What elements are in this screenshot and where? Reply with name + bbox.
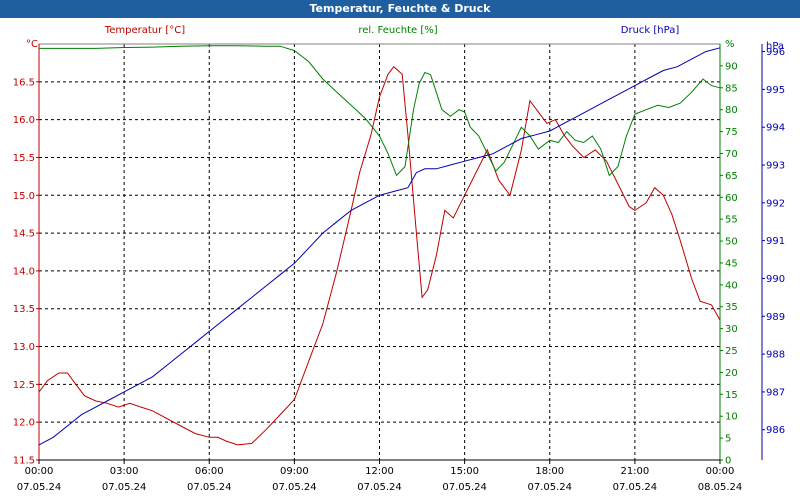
pressure-tick-label: 989 xyxy=(766,312,785,323)
temperature-series-label: Temperatur [°C] xyxy=(104,25,185,36)
humidity-tick-label: 85 xyxy=(725,83,738,94)
humidity-tick-label: 30 xyxy=(725,324,738,335)
x-tick-date-label: 07.05.24 xyxy=(357,482,402,493)
humidity-tick-label: 10 xyxy=(725,412,738,423)
x-tick-date-label: 07.05.24 xyxy=(187,482,232,493)
x-tick-time-label: 06:00 xyxy=(195,466,224,477)
pressure-tick-label: 990 xyxy=(766,274,785,285)
x-tick-time-label: 03:00 xyxy=(110,466,139,477)
temperature-tick-label: 12.5 xyxy=(13,380,35,391)
x-tick-time-label: 18:00 xyxy=(535,466,564,477)
x-tick-time-label: 15:00 xyxy=(450,466,479,477)
humidity-tick-label: 40 xyxy=(725,280,738,291)
x-tick-date-label: 07.05.24 xyxy=(17,482,62,493)
humidity-tick-label: 70 xyxy=(725,149,738,160)
pressure-tick-label: 992 xyxy=(766,198,785,209)
humidity-tick-label: 0 xyxy=(725,456,731,467)
x-tick-date-label: 08.05.24 xyxy=(698,482,743,493)
pressure-tick-label: 996 xyxy=(766,47,785,58)
x-tick-date-label: 07.05.24 xyxy=(272,482,317,493)
pressure-series-line xyxy=(38,47,721,446)
x-tick-date-label: 07.05.24 xyxy=(442,482,487,493)
humidity-tick-label: 90 xyxy=(725,61,738,72)
chart-canvas: 16.5 16.0 15.5 15.0 14.5 14.0 13.5 13.0 12.5 12.0… xyxy=(13,25,785,493)
temperature-tick-label: 12.0 xyxy=(13,418,35,429)
series-lines xyxy=(38,45,721,446)
pressure-tick-label: 991 xyxy=(766,236,785,247)
temperature-series-line xyxy=(38,65,721,446)
axis-ticks: 16.5 16.0 15.5 15.0 14.5 14.0 13.5 13.0 12.5 12.0… xyxy=(13,47,785,493)
x-tick-date-label: 07.05.24 xyxy=(102,482,147,493)
temperature-tick-label: 13.5 xyxy=(13,304,35,315)
pressure-tick-label: 988 xyxy=(766,350,785,361)
temperature-tick-label: 16.5 xyxy=(13,77,35,88)
pressure-tick-label: 993 xyxy=(766,161,785,172)
x-tick-date-label: 07.05.24 xyxy=(613,482,658,493)
humidity-tick-label: 65 xyxy=(725,171,738,182)
chart-title: Temperatur, Feuchte & Druck xyxy=(0,0,800,18)
x-tick-time-label: 00:00 xyxy=(706,466,735,477)
humidity-series-label: rel. Feuchte [%] xyxy=(358,25,437,36)
humidity-tick-label: 25 xyxy=(725,346,738,357)
humidity-unit-label: % xyxy=(725,39,735,50)
x-tick-time-label: 09:00 xyxy=(280,466,309,477)
humidity-tick-label: 45 xyxy=(725,258,738,269)
temperature-tick-label: 13.0 xyxy=(13,342,35,353)
plot-grid xyxy=(39,44,720,460)
humidity-tick-label: 55 xyxy=(725,215,738,226)
humidity-tick-label: 80 xyxy=(725,105,738,116)
x-tick-time-label: 00:00 xyxy=(25,466,54,477)
axis-titles: °C% hPa Temperatur [°C] rel. Feuchte [%] Dru… xyxy=(26,25,784,52)
temperature-tick-label: 14.5 xyxy=(13,229,35,240)
x-tick-date-label: 07.05.24 xyxy=(527,482,572,493)
temperature-tick-label: 16.0 xyxy=(13,115,35,126)
pressure-tick-label: 986 xyxy=(766,425,785,436)
humidity-tick-label: 50 xyxy=(725,237,738,248)
x-tick-time-label: 21:00 xyxy=(620,466,649,477)
humidity-tick-label: 15 xyxy=(725,390,738,401)
humidity-tick-label: 5 xyxy=(725,434,731,445)
temperature-tick-label: 15.0 xyxy=(13,191,35,202)
humidity-tick-label: 75 xyxy=(725,127,738,138)
humidity-tick-label: 35 xyxy=(725,302,738,313)
temperature-tick-label: 14.0 xyxy=(13,266,35,277)
humidity-series-line xyxy=(39,45,721,177)
pressure-tick-label: 995 xyxy=(766,85,785,96)
humidity-tick-label: 20 xyxy=(725,368,738,379)
temperature-unit-label: °C xyxy=(26,39,38,50)
pressure-tick-label: 994 xyxy=(766,123,785,134)
temperature-tick-label: 15.5 xyxy=(13,153,35,164)
humidity-tick-label: 60 xyxy=(725,193,738,204)
pressure-unit-label: hPa xyxy=(766,41,784,52)
pressure-tick-label: 987 xyxy=(766,387,785,398)
x-tick-time-label: 12:00 xyxy=(365,466,394,477)
pressure-series-label: Druck [hPa] xyxy=(621,25,680,36)
temperature-tick-label: 11.5 xyxy=(13,456,35,467)
